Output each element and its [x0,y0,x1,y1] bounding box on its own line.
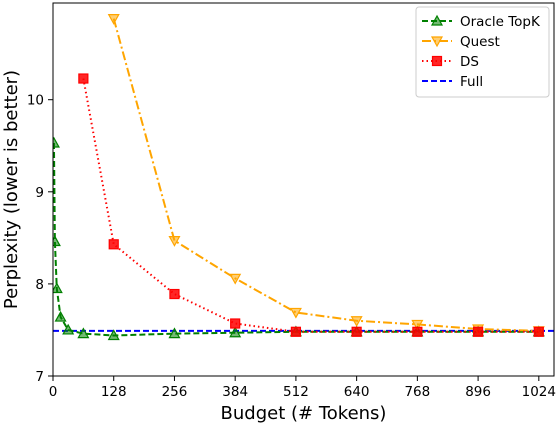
x-tick-label: 0 [49,384,58,400]
legend-box [415,6,550,98]
legend-marker [430,36,444,48]
data-point-ds [108,239,119,250]
x-tick-label: 640 [344,384,370,400]
legend-label: Oracle TopK [460,14,541,30]
x-axis-ticks: 0 128 256 384 512 640 768 896 1024 [49,376,556,400]
plot-area [53,14,554,341]
data-point-quest [289,307,302,319]
y-axis-ticks: 7 8 9 10 [27,93,53,385]
series-line-ds [82,78,539,333]
data-point-oracle-topk [77,327,90,339]
legend-marker [430,14,444,26]
legend: Oracle TopK Quest DS Full [415,6,550,98]
series-line-oracle-topk [53,142,539,337]
legend-marker [431,55,443,67]
x-tick-label: 256 [162,384,188,400]
series-line-quest [112,18,539,332]
data-point-quest [107,14,120,25]
data-point-quest [411,319,424,331]
legend-label: Full [460,74,483,90]
x-tick-label: 384 [222,384,248,400]
axes-frame [52,2,555,377]
x-axis-label: Budget (# Tokens) [221,403,387,424]
legend-item-ds: DS [422,54,479,70]
data-point-oracle-topk [168,327,181,339]
data-point-quest [168,236,181,247]
x-tick-label: 1024 [522,384,556,400]
y-tick-label: 7 [35,369,44,385]
data-point-ds [78,73,89,84]
data-point-oracle-topk [62,323,75,335]
x-tick-label: 896 [465,384,491,400]
y-tick-label: 8 [35,277,44,293]
legend-item-full: Full [422,74,483,90]
data-point-ds [169,288,180,300]
data-point-oracle-topk [54,310,67,322]
series-ds [78,73,544,337]
data-point-ds [472,326,484,337]
legend-item-quest: Quest [422,34,500,50]
data-point-quest [350,316,363,327]
legend-label: DS [460,54,479,70]
y-axis-label: Perplexity (lower is better) [1,70,22,309]
data-point-oracle-topk [53,235,61,247]
y-tick-label: 10 [27,93,44,109]
legend-label: Quest [460,34,500,50]
legend-item-oracle-topk: Oracle TopK [422,14,541,30]
data-point-oracle-topk [107,329,120,341]
data-point-ds [290,326,302,337]
x-tick-label: 768 [404,384,430,400]
x-tick-label: 128 [101,384,127,400]
y-tick-label: 9 [35,185,44,201]
data-point-ds [351,326,362,337]
data-point-quest [229,273,242,285]
x-tick-label: 512 [283,384,309,400]
data-point-oracle-topk [53,136,60,148]
data-point-ds [412,326,423,337]
data-point-ds [533,326,544,337]
data-point-oracle-topk [53,282,63,294]
data-point-ds [230,318,241,329]
data-point-oracle-topk [229,326,242,338]
